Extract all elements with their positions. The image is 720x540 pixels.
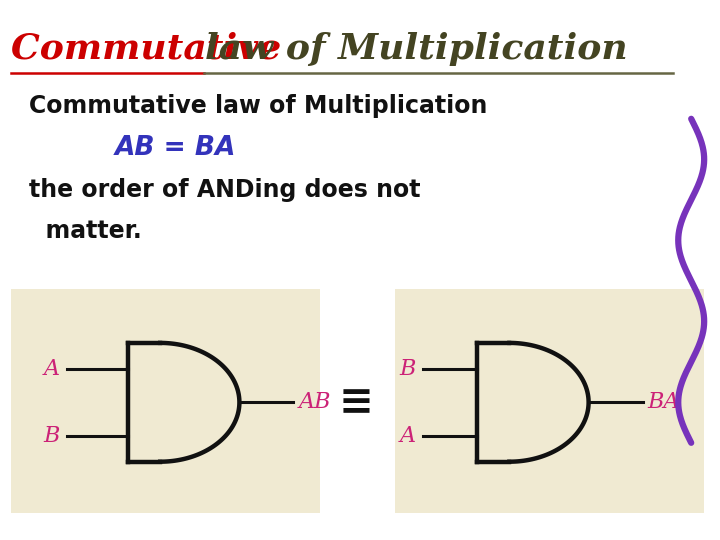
Text: B: B bbox=[400, 358, 416, 380]
Text: ≡: ≡ bbox=[339, 381, 374, 423]
Text: the order of ANDing does not: the order of ANDing does not bbox=[29, 178, 420, 202]
Bar bbox=[395, 289, 704, 513]
Bar bbox=[128, 343, 160, 462]
Bar bbox=[477, 343, 510, 462]
Text: B: B bbox=[43, 424, 59, 447]
Text: AB = BA: AB = BA bbox=[115, 135, 237, 161]
Text: Commutative: Commutative bbox=[11, 32, 294, 65]
Wedge shape bbox=[510, 343, 589, 462]
Text: A: A bbox=[400, 424, 416, 447]
Text: A: A bbox=[43, 358, 59, 380]
Bar bbox=[11, 289, 320, 513]
Text: law of Multiplication: law of Multiplication bbox=[205, 32, 628, 65]
Wedge shape bbox=[160, 343, 239, 462]
Text: BA: BA bbox=[648, 392, 680, 413]
Text: matter.: matter. bbox=[29, 219, 142, 242]
Text: AB: AB bbox=[299, 392, 331, 413]
Text: Commutative law of Multiplication: Commutative law of Multiplication bbox=[29, 94, 487, 118]
